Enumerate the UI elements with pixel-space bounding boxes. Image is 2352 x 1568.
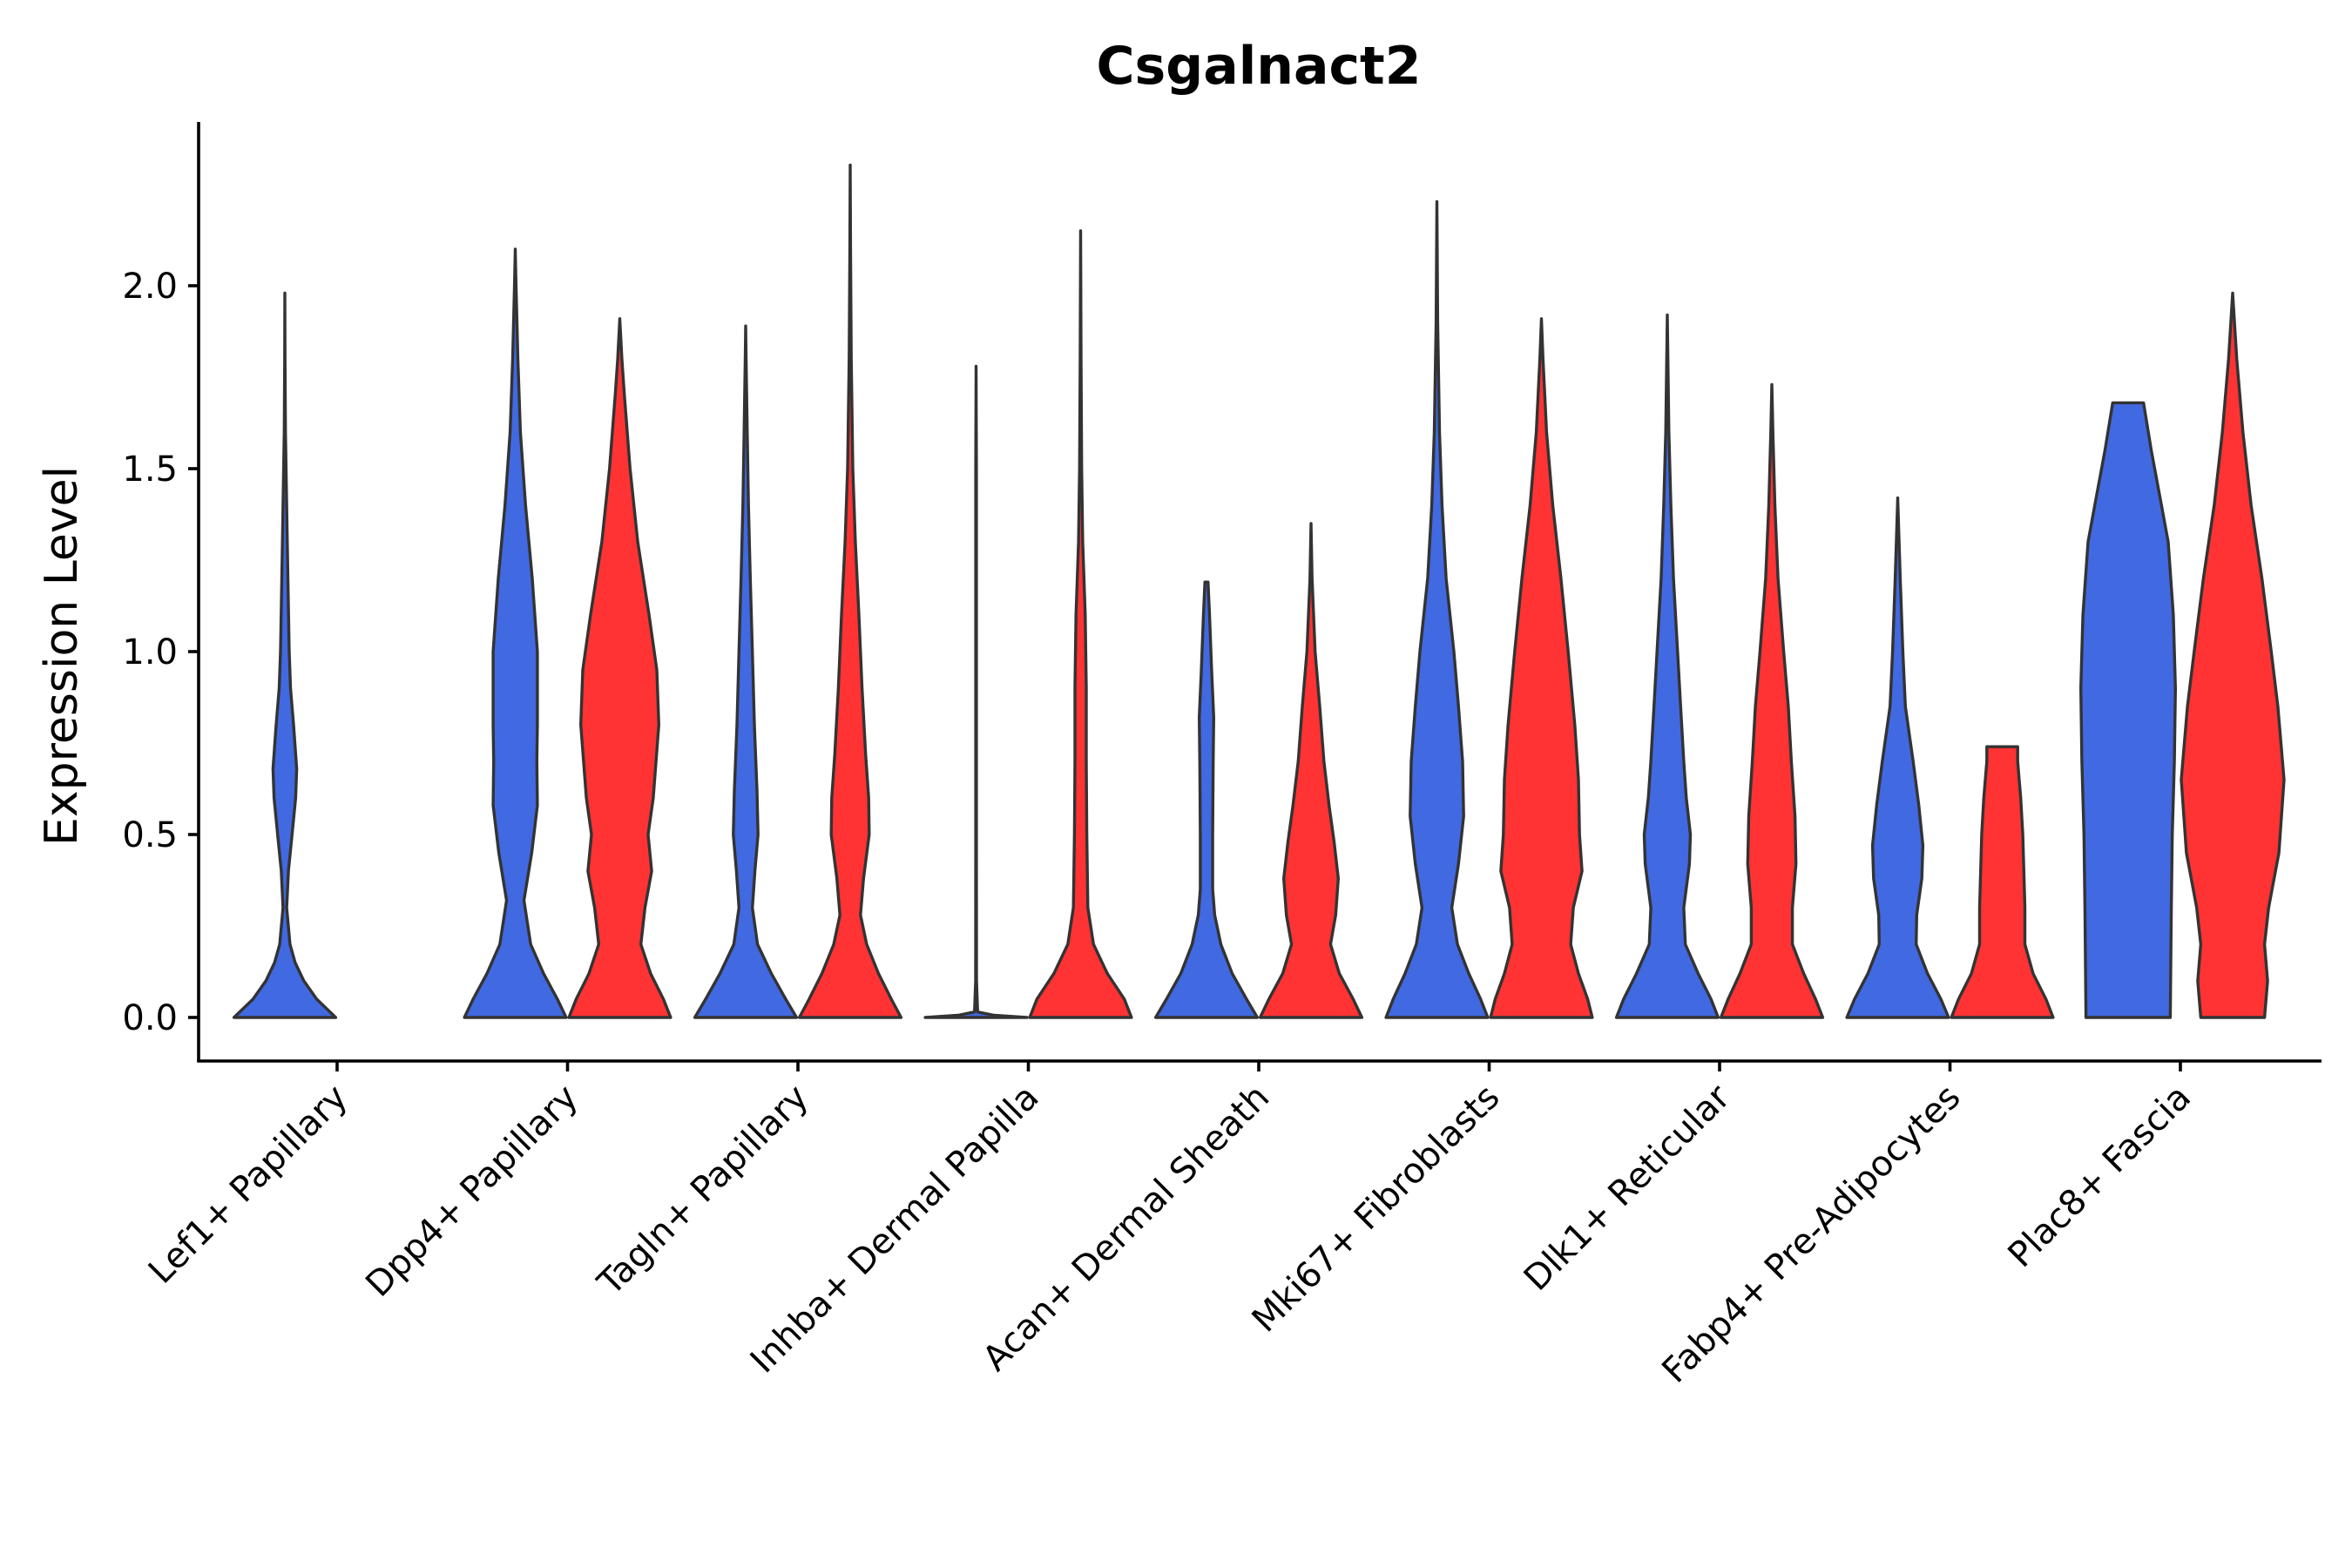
x-tick-label: Dpp4+ Papillary: [358, 1078, 585, 1305]
violin-group1: [232, 291, 338, 1019]
violin-group: [232, 163, 2286, 1019]
violin-group2: [797, 163, 903, 1019]
violin-group1: [1845, 496, 1950, 1019]
y-tick-label: 0.5: [122, 815, 178, 855]
violin-group1: [1384, 199, 1490, 1019]
y-axis-ticks: 0.0 0.5 1.0 1.5 2.0: [122, 267, 199, 1038]
violin-group1: [923, 364, 1029, 1019]
y-axis-label: Expression Level: [36, 466, 88, 846]
x-tick-label: Dlk1+ Reticular: [1517, 1077, 1739, 1299]
x-tick-label: Plac8+ Fascia: [2001, 1078, 2200, 1276]
x-axis-ticks: Lef1+ Papillary Dpp4+ Papillary Tagln+ Pap…: [141, 1061, 2199, 1391]
x-tick-label: Mki67+ Fibroblasts: [1245, 1078, 1508, 1341]
violin-group1: [2079, 401, 2177, 1019]
violin-group1: [1153, 580, 1260, 1019]
y-tick-label: 0.0: [122, 998, 178, 1038]
violin-group1: [693, 324, 799, 1019]
chart-title: Csgalnact2: [1097, 36, 1422, 97]
violin-group2: [1489, 317, 1594, 1019]
y-tick-label: 1.0: [122, 632, 178, 672]
y-tick-label: 2.0: [122, 267, 178, 307]
violin-group2: [2180, 291, 2286, 1019]
x-tick-label: Lef1+ Papillary: [141, 1078, 355, 1292]
violin-group2: [1950, 745, 2055, 1019]
violin-group2: [567, 317, 672, 1019]
x-tick-label: Tagln+ Papillary: [590, 1078, 816, 1304]
y-tick-label: 1.5: [122, 449, 178, 490]
violin-group2: [1719, 382, 1825, 1019]
violin-group1: [1614, 313, 1720, 1019]
violin-group2: [1258, 522, 1364, 1019]
violin-group2: [1028, 229, 1133, 1019]
violin-group1: [463, 247, 568, 1019]
